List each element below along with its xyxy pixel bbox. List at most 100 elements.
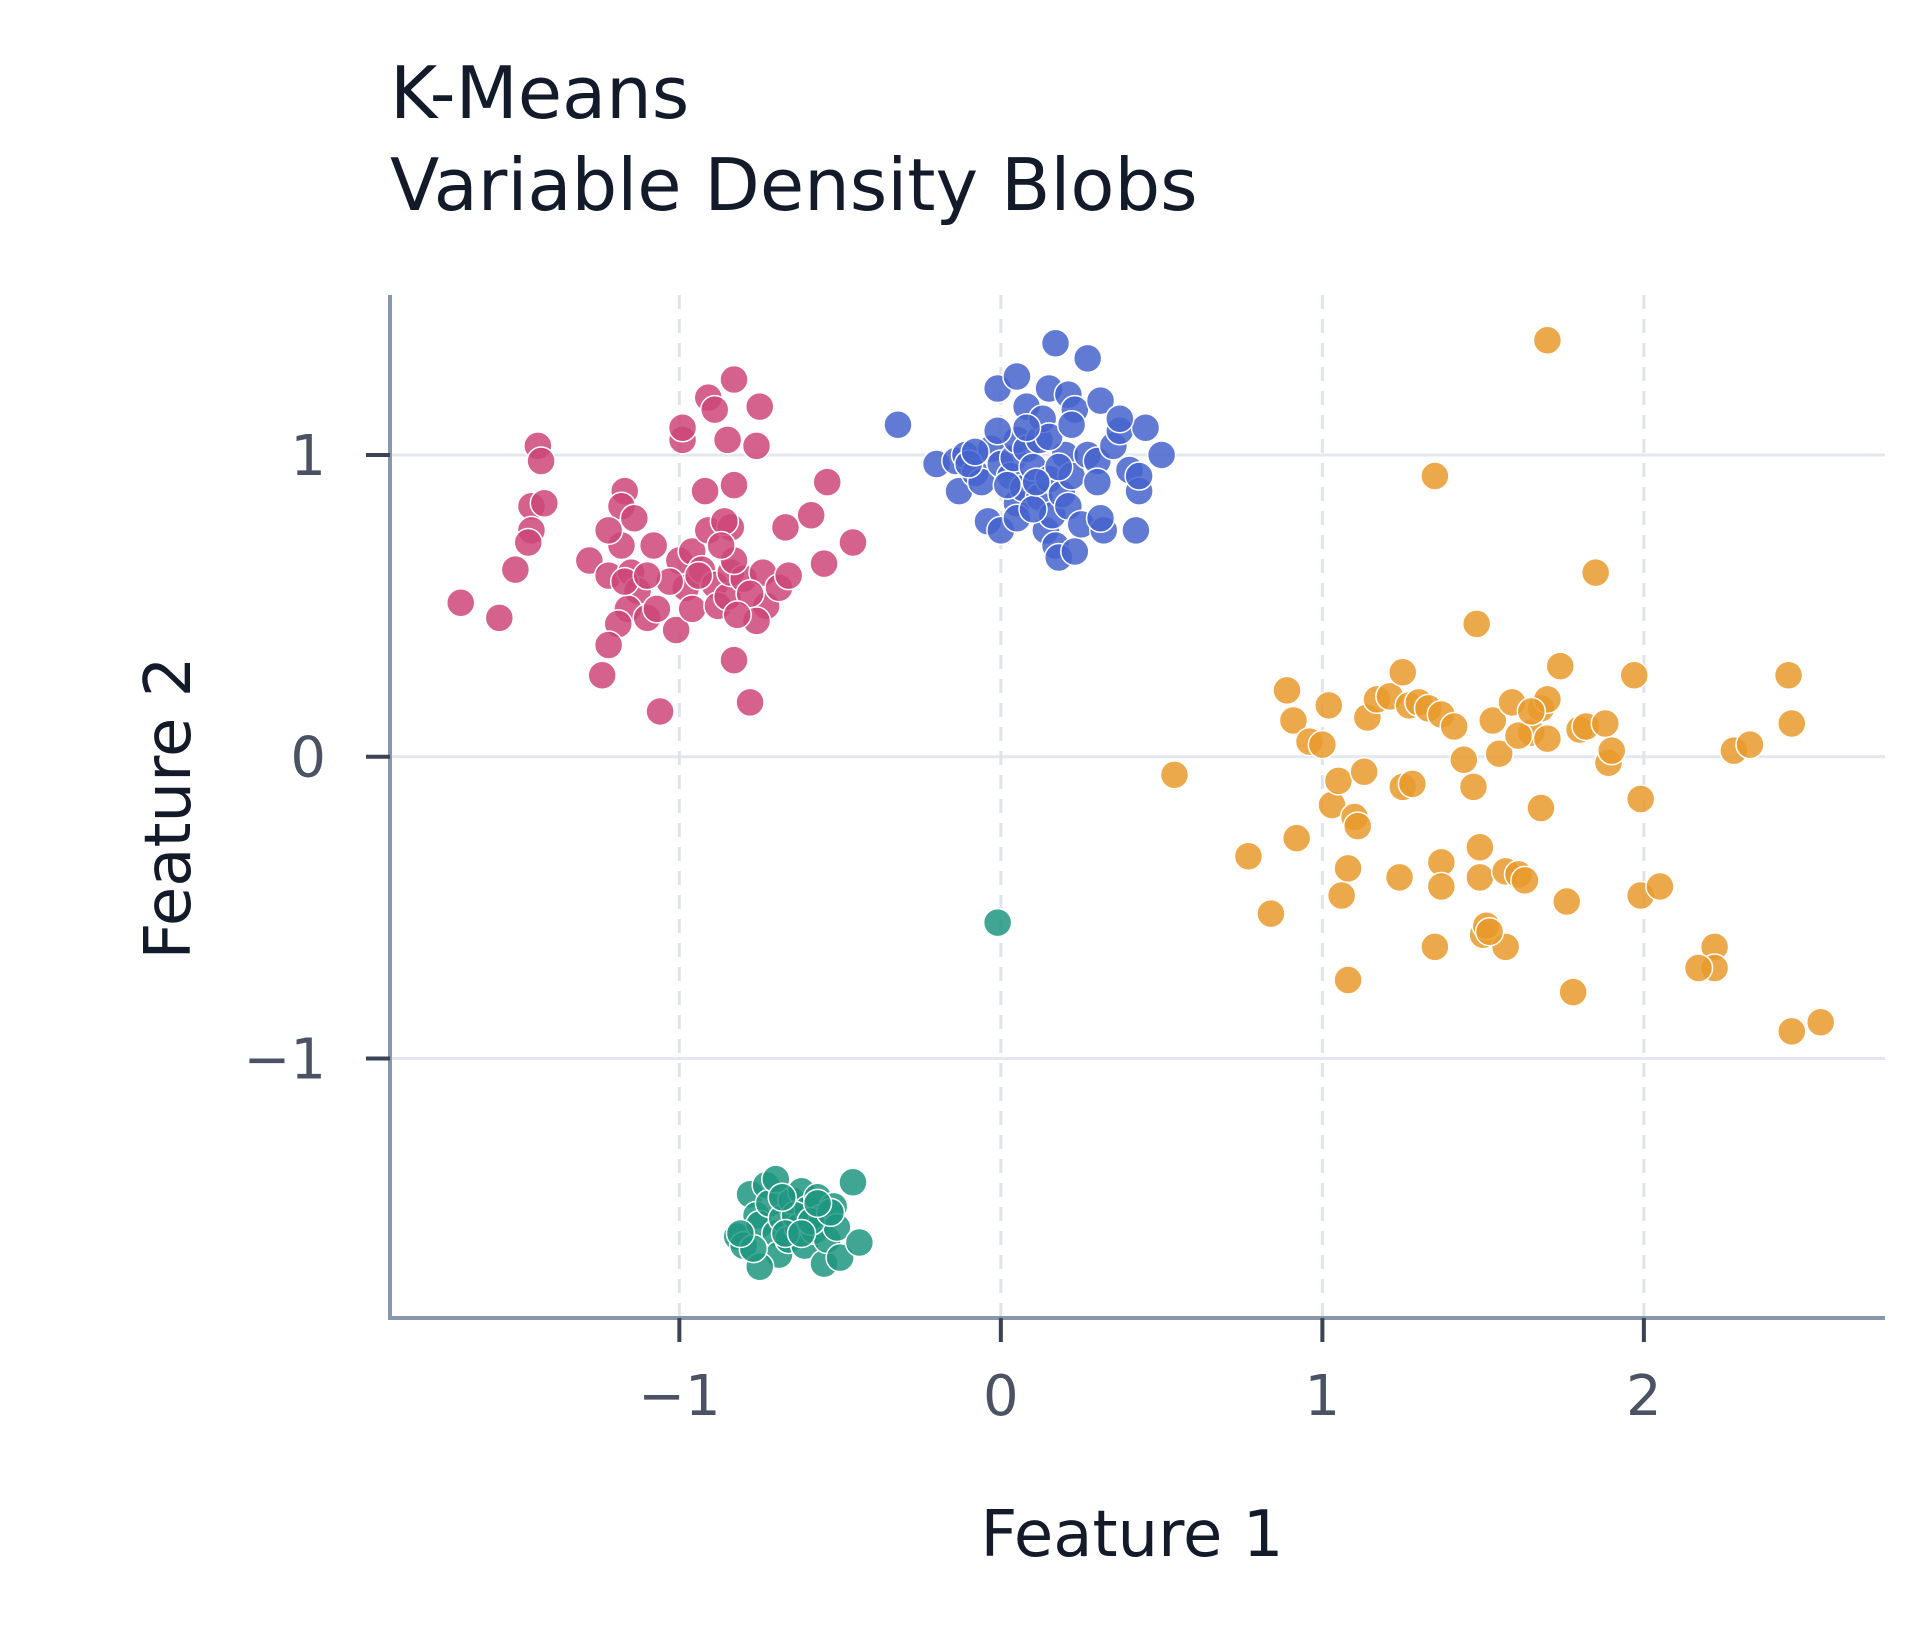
data-point — [1545, 651, 1576, 681]
data-point — [722, 600, 752, 630]
data-point — [513, 527, 543, 558]
data-point — [838, 527, 868, 558]
data-point — [770, 512, 801, 543]
data-point — [1326, 880, 1357, 911]
data-point — [484, 603, 515, 633]
data-point — [1474, 916, 1505, 947]
data-point — [1439, 711, 1469, 742]
data-point — [632, 560, 662, 591]
data-point — [1021, 467, 1051, 497]
data-point — [1342, 811, 1373, 841]
data-point — [1461, 609, 1492, 639]
data-point — [812, 467, 842, 497]
data-point — [1307, 729, 1338, 760]
data-point — [1551, 886, 1582, 917]
data-point — [667, 413, 698, 443]
data-point — [1121, 515, 1151, 546]
data-point — [1532, 325, 1563, 356]
data-point — [1590, 708, 1621, 739]
points-layer — [445, 325, 1836, 1282]
data-point — [1278, 705, 1309, 736]
data-point — [982, 907, 1013, 938]
data-point — [992, 470, 1023, 500]
data-point — [883, 410, 913, 440]
data-point — [1159, 760, 1190, 790]
data-point — [1060, 536, 1090, 567]
x-tick-label: 2 — [1626, 1364, 1662, 1429]
data-point — [529, 488, 560, 518]
data-point — [1384, 862, 1415, 893]
data-point — [699, 394, 730, 425]
data-point — [1323, 766, 1354, 796]
data-point — [719, 645, 749, 675]
data-point — [1558, 977, 1588, 1007]
data-point — [809, 548, 839, 579]
chart-title: K-Means Variable Density Blobs — [390, 51, 1198, 227]
data-point — [661, 615, 691, 645]
grid-layer — [390, 295, 1885, 1318]
data-point — [593, 630, 624, 660]
data-point — [786, 1218, 817, 1249]
data-point — [838, 1167, 868, 1197]
data-point — [706, 530, 736, 561]
data-point — [683, 560, 714, 591]
data-point — [1426, 871, 1457, 902]
data-point — [619, 503, 650, 534]
data-point — [1124, 461, 1154, 491]
data-point — [1777, 708, 1807, 739]
data-point — [1773, 660, 1804, 690]
y-axis-title: Feature 2 — [132, 657, 206, 960]
data-point — [982, 416, 1013, 446]
data-point — [1465, 862, 1495, 893]
data-point — [587, 660, 617, 690]
data-point — [1420, 461, 1450, 491]
data-point — [741, 431, 772, 461]
data-point — [773, 560, 804, 591]
data-point — [593, 515, 624, 546]
data-point — [1272, 675, 1302, 706]
title-line-2: Variable Density Blobs — [390, 143, 1198, 227]
data-point — [1082, 467, 1113, 497]
data-point — [735, 687, 765, 718]
title-line-1: K-Means — [390, 51, 689, 135]
x-tick-label: −1 — [638, 1364, 721, 1429]
data-point — [719, 364, 749, 395]
data-point — [802, 1188, 833, 1219]
data-point — [690, 476, 720, 506]
data-point — [1281, 823, 1312, 853]
data-point — [638, 530, 669, 561]
data-point — [1072, 343, 1103, 374]
data-point — [1130, 413, 1161, 443]
x-tick-label: 1 — [1305, 1364, 1341, 1429]
data-point — [796, 500, 826, 531]
data-point — [1397, 769, 1428, 799]
data-point — [1580, 557, 1611, 588]
data-point — [1333, 965, 1363, 995]
data-point — [526, 446, 556, 476]
data-point — [1314, 690, 1344, 721]
data-point — [677, 594, 707, 624]
data-point — [1532, 723, 1563, 754]
x-tick-label: 0 — [983, 1364, 1019, 1429]
data-point — [1333, 853, 1363, 884]
data-point — [719, 470, 749, 500]
data-point — [1645, 871, 1675, 902]
data-point — [1596, 735, 1627, 766]
data-point — [712, 425, 743, 455]
data-point — [645, 696, 675, 727]
x-axis-title: Feature 1 — [981, 1498, 1284, 1572]
data-point — [1256, 898, 1286, 929]
data-point — [1777, 1016, 1807, 1047]
ticks-layer: −1 0 1 2 −1 0 1 — [243, 424, 1661, 1429]
data-point — [960, 437, 990, 467]
data-point — [500, 554, 531, 585]
data-point — [767, 1182, 797, 1213]
data-point — [1056, 410, 1087, 440]
data-point — [1085, 503, 1116, 534]
y-tick-label: 0 — [290, 726, 326, 791]
data-point — [1503, 720, 1534, 751]
data-point — [1619, 660, 1649, 690]
y-tick-label: 1 — [290, 424, 326, 489]
data-point — [1735, 729, 1765, 760]
